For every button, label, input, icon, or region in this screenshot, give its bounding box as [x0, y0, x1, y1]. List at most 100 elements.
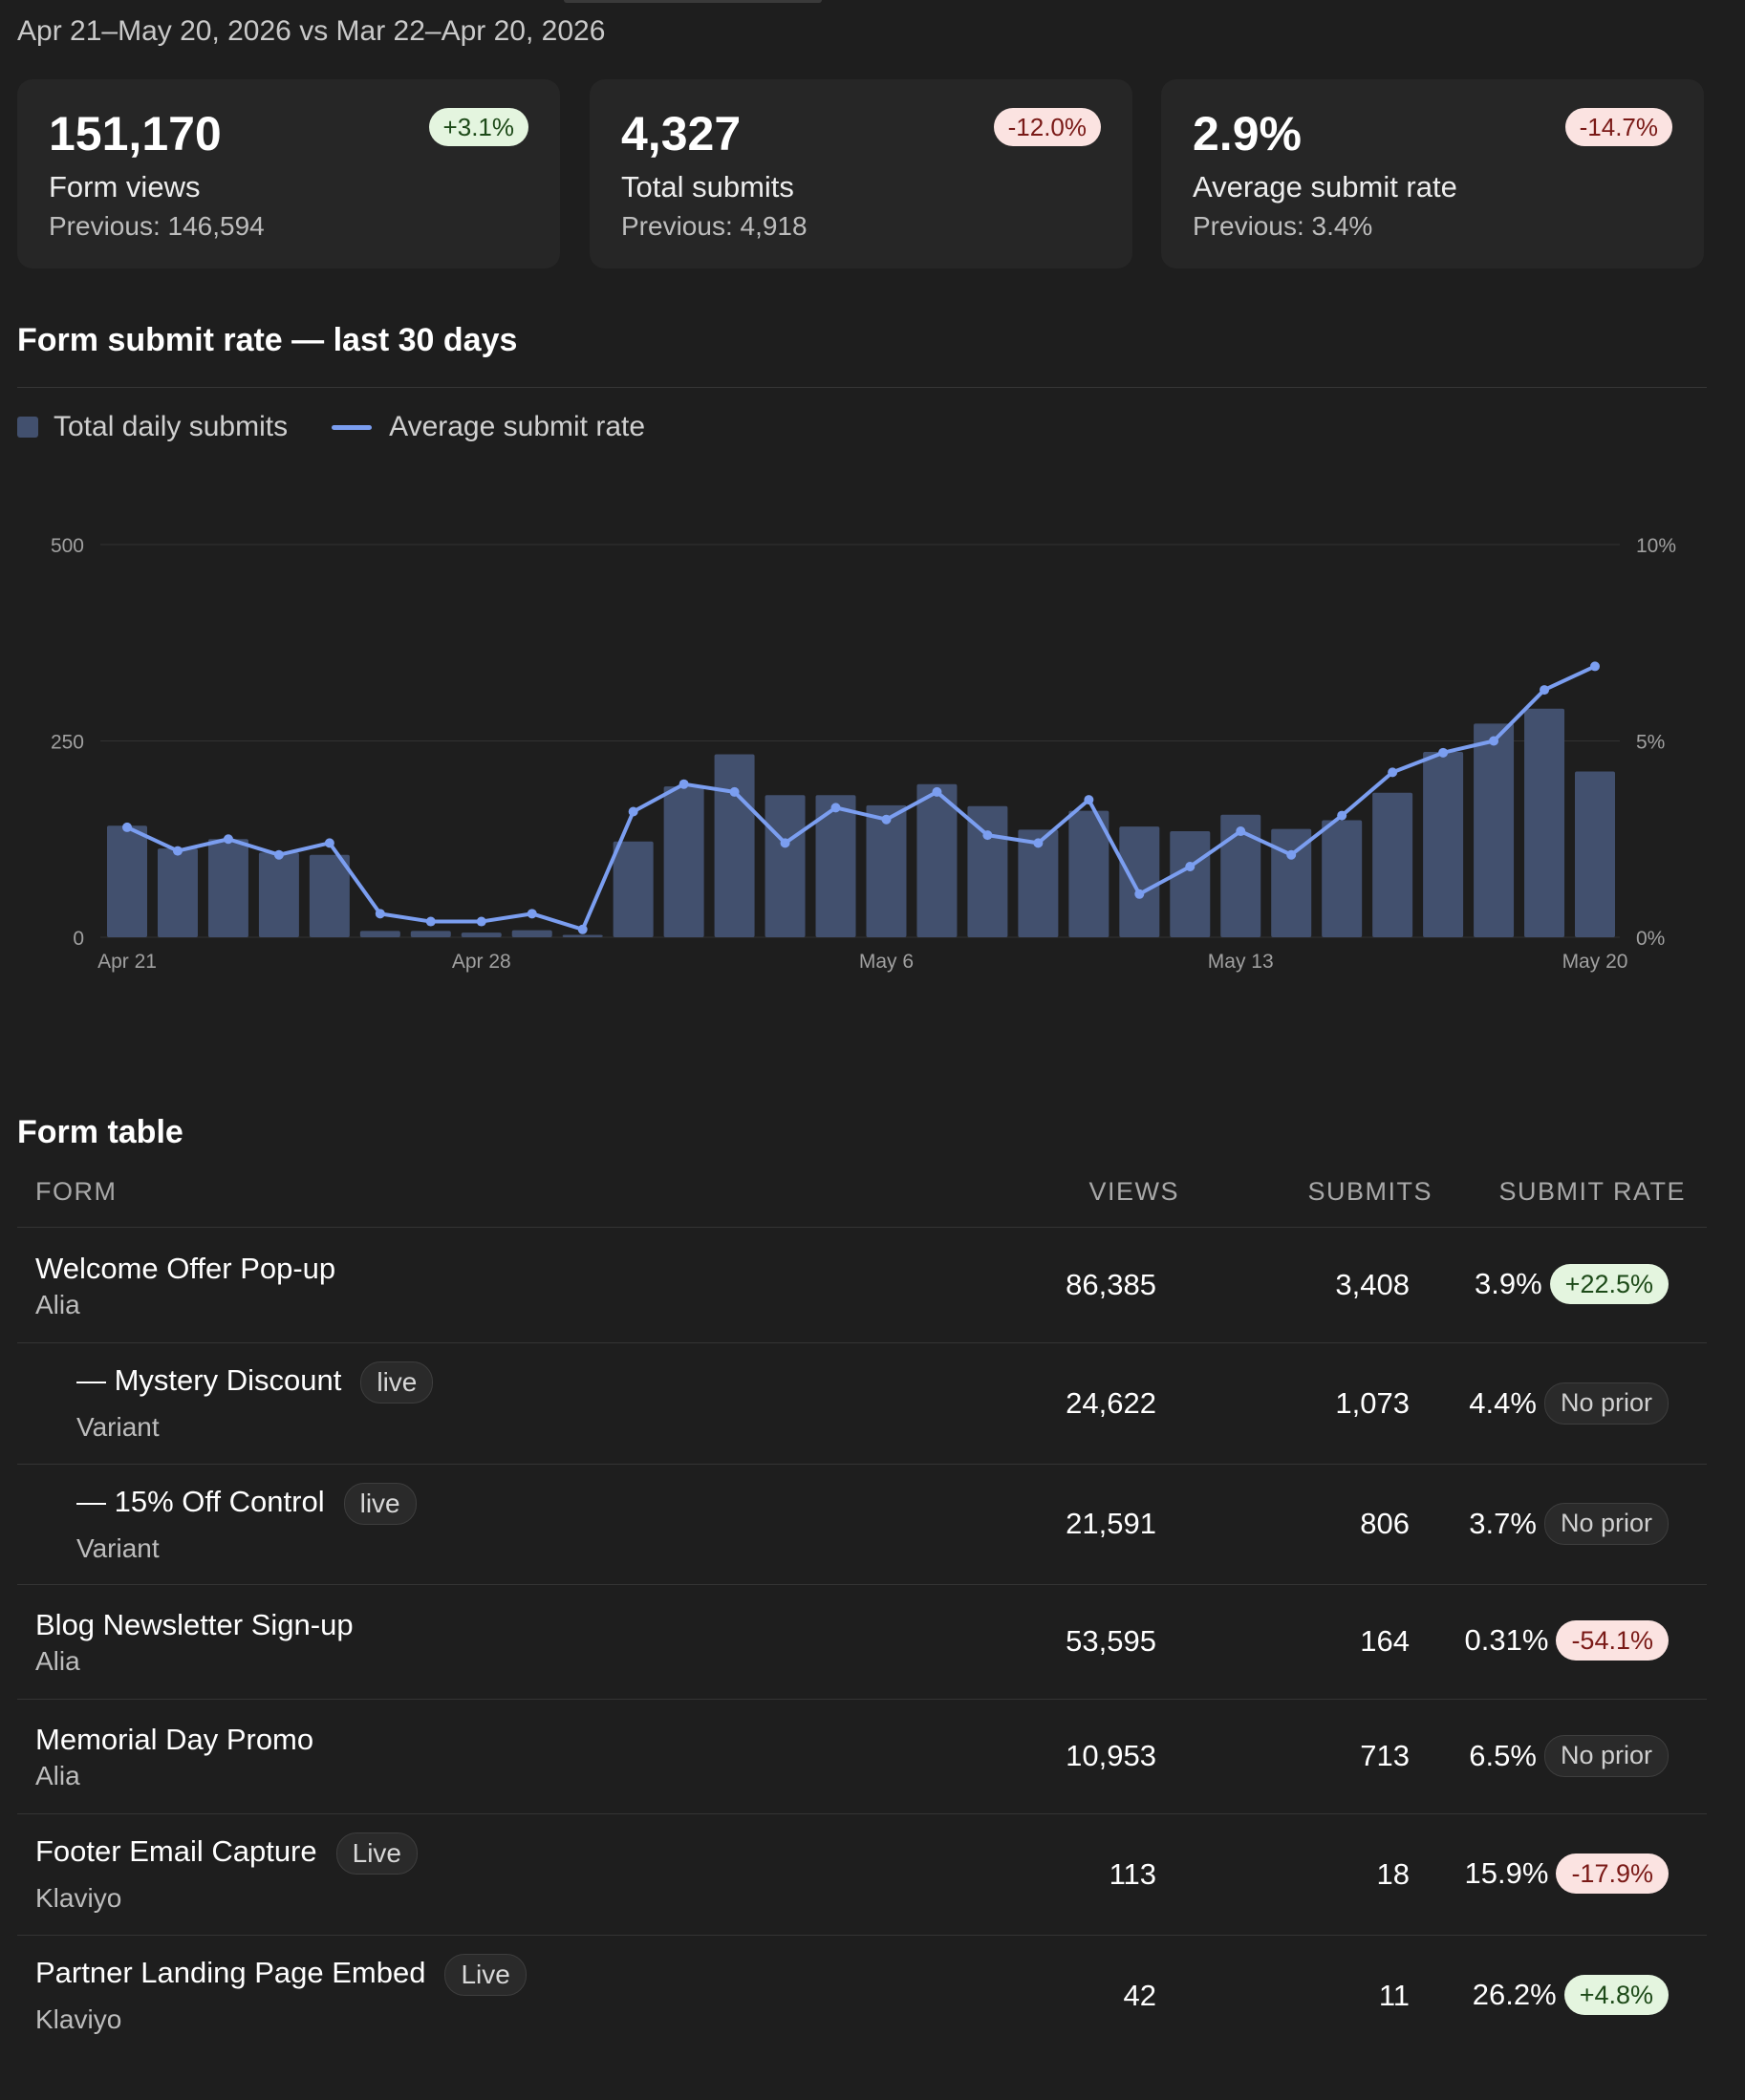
line-point [1337, 810, 1347, 821]
rate-change-badge: No prior [1543, 1735, 1669, 1777]
line-point [476, 916, 486, 927]
bar [562, 934, 603, 937]
x-tick-label: Apr 28 [452, 951, 511, 973]
line-point [1236, 826, 1246, 837]
legend-label-bars: Total daily submits [54, 411, 289, 442]
submits-value: 713 [1360, 1739, 1410, 1772]
y-left-tick-label: 250 [51, 732, 84, 754]
submit-rate-value: 4.4% [1469, 1386, 1537, 1420]
bar [1372, 792, 1413, 937]
form-name[interactable]: Footer Email Capture Live [35, 1832, 418, 1875]
table-row[interactable]: — Mystery Discount live Variant 24,622 1,073… [17, 1342, 1707, 1464]
stat-value: 2.9% [1193, 107, 1302, 161]
line-point [122, 822, 132, 832]
series-line-average-submit-rate [126, 664, 1596, 932]
form-source: Klaviyo [35, 2004, 122, 2034]
submits-value: 11 [1378, 1979, 1410, 2012]
stat-card-average-submit-rate: 2.9% Average submit rate Previous: 3.4% … [1161, 79, 1704, 268]
line-point [1489, 736, 1499, 746]
live-badge: live [360, 1361, 434, 1404]
bar [613, 841, 654, 937]
stat-label: Form views [49, 170, 201, 204]
table-row[interactable]: Blog Newsletter Sign-up Alia 53,595 164 0.31… [17, 1584, 1707, 1699]
stat-previous: Previous: 3.4% [1193, 211, 1373, 241]
form-name[interactable]: Partner Landing Page Embed Live [35, 1954, 527, 1996]
bar [1119, 826, 1160, 937]
line-point [1438, 747, 1449, 758]
bar [1170, 831, 1211, 937]
stat-card-form-views: 151,170 Form views Previous: 146,594 +3.… [17, 79, 560, 268]
bar [309, 854, 350, 937]
bar [1524, 708, 1565, 937]
line-point [425, 916, 436, 927]
divider [17, 387, 1707, 388]
bar [765, 795, 806, 937]
form-name-text: Footer Email Capture [35, 1834, 317, 1869]
form-name[interactable]: Welcome Offer Pop-up [35, 1252, 335, 1286]
views-value: 10,953 [1066, 1739, 1156, 1772]
form-name-text: — Mystery Discount [76, 1363, 342, 1398]
x-tick-label: May 20 [1562, 951, 1628, 973]
y-right-tick-label: 10% [1636, 535, 1676, 557]
form-name[interactable]: — 15% Off Control live [76, 1483, 417, 1525]
submit-rate-cell: 4.4% No prior [1469, 1382, 1669, 1425]
line-point [881, 814, 892, 825]
table-row[interactable]: Partner Landing Page Embed Live Klaviyo 42 1… [17, 1935, 1707, 2056]
column-header-submits[interactable]: SUBMITS [1307, 1177, 1433, 1206]
table-title: Form table [17, 1114, 183, 1150]
bar [511, 930, 552, 937]
line-point [1185, 862, 1196, 872]
change-badge: +3.1% [428, 108, 528, 146]
stat-label: Total submits [621, 170, 794, 204]
rate-change-badge: +22.5% [1549, 1264, 1669, 1304]
table-row[interactable]: — 15% Off Control live Variant 21,591 806 3.7… [17, 1464, 1707, 1584]
x-tick-label: Apr 21 [97, 951, 157, 973]
views-value: 53,595 [1066, 1624, 1156, 1658]
bar [157, 848, 198, 937]
y-right-tick-label: 0% [1636, 928, 1665, 950]
rate-change-badge: No prior [1543, 1382, 1669, 1425]
form-name[interactable]: Blog Newsletter Sign-up [35, 1608, 354, 1642]
column-header-views[interactable]: VIEWS [1088, 1177, 1179, 1206]
views-value: 113 [1109, 1857, 1156, 1891]
live-badge: Live [444, 1954, 527, 1996]
submits-value: 3,408 [1335, 1268, 1410, 1301]
table-row[interactable]: Footer Email Capture Live Klaviyo 113 18 15.9… [17, 1813, 1707, 1935]
table-row[interactable]: Welcome Offer Pop-up Alia 86,385 3,408 3.9% +… [17, 1228, 1707, 1342]
submit-rate-value: 6.5% [1469, 1739, 1537, 1772]
bar [1068, 810, 1109, 937]
legend-line-swatch [332, 424, 373, 430]
table-row[interactable]: Memorial Day Promo Alia 10,953 713 6.5% No pr… [17, 1699, 1707, 1813]
stat-previous: Previous: 4,918 [621, 211, 808, 241]
line-point [932, 786, 942, 797]
date-range: Apr 21–May 20, 2026 vs Mar 22–Apr 20, 20… [17, 15, 606, 47]
line-point [1033, 838, 1044, 848]
form-name[interactable]: — Mystery Discount live [76, 1361, 434, 1404]
submits-value: 1,073 [1335, 1386, 1410, 1420]
bar [207, 839, 248, 937]
bar [967, 805, 1008, 937]
line-point [1590, 661, 1600, 672]
form-name[interactable]: Memorial Day Promo [35, 1723, 313, 1757]
row-divider [17, 1342, 1707, 1343]
x-tick-label: May 6 [859, 951, 914, 973]
submit-rate-cell: 6.5% No prior [1469, 1735, 1669, 1777]
form-name-text: — 15% Off Control [76, 1485, 325, 1519]
submits-value: 18 [1376, 1857, 1410, 1891]
change-badge: -14.7% [1564, 108, 1672, 146]
line-point [729, 786, 740, 797]
bar [1220, 814, 1261, 937]
line-point [982, 830, 993, 841]
row-divider [17, 1464, 1707, 1465]
column-header-form[interactable]: FORM [35, 1177, 118, 1206]
views-value: 42 [1123, 1979, 1156, 2012]
y-left-tick-label: 500 [51, 535, 84, 557]
line-point [1388, 767, 1398, 778]
form-source: Alia [35, 1646, 80, 1676]
line-point [223, 834, 233, 845]
bar [1018, 829, 1059, 937]
live-badge: Live [335, 1832, 418, 1875]
line-point [273, 849, 284, 860]
column-header-submit-rate[interactable]: SUBMIT RATE [1498, 1177, 1686, 1206]
line-point [324, 838, 334, 848]
